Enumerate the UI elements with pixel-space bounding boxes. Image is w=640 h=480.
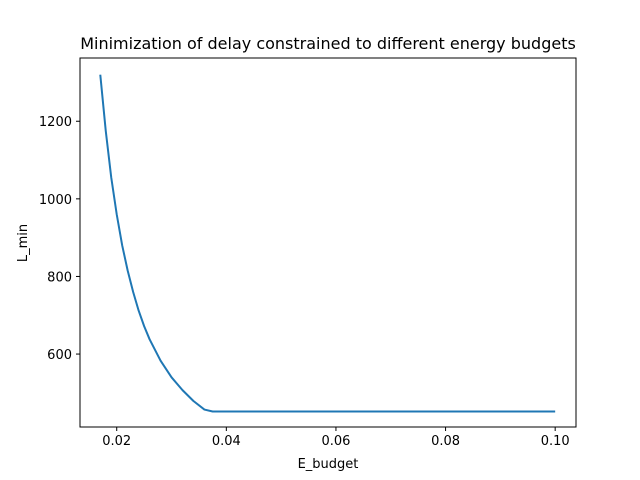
axes-frame — [79, 57, 577, 428]
x-tick-label: 0.04 — [212, 434, 241, 449]
y-tick-label: 1000 — [39, 193, 72, 208]
chart-title: Minimization of delay constrained to dif… — [80, 34, 576, 53]
x-tick-label: 0.10 — [541, 434, 570, 449]
x-axis-label: E_budget — [298, 457, 359, 472]
y-tick-label: 800 — [47, 270, 72, 285]
x-tick-label: 0.08 — [431, 434, 460, 449]
x-axis: 0.02 0.04 0.06 0.08 0.10 — [102, 427, 570, 449]
x-tick-label: 0.02 — [102, 434, 131, 449]
y-tick-label: 1200 — [39, 115, 72, 130]
series-line-0 — [99, 74, 556, 413]
y-tick-label: 600 — [47, 348, 72, 363]
y-axis-label: L_min — [16, 224, 31, 262]
y-axis: 600 800 1000 1200 — [39, 115, 80, 363]
plot-area — [99, 74, 556, 413]
x-tick-label: 0.06 — [321, 434, 350, 449]
